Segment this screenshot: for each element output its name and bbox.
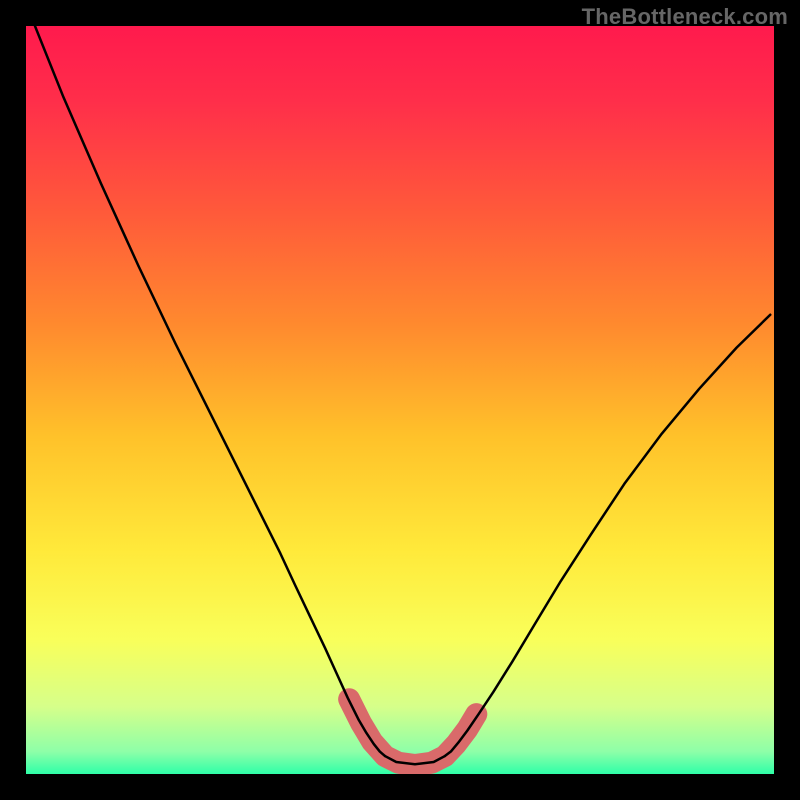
- gradient-background: [26, 26, 774, 774]
- bottleneck-curve-chart: [26, 26, 774, 774]
- plot-area: [26, 26, 774, 774]
- chart-frame: TheBottleneck.com: [0, 0, 800, 800]
